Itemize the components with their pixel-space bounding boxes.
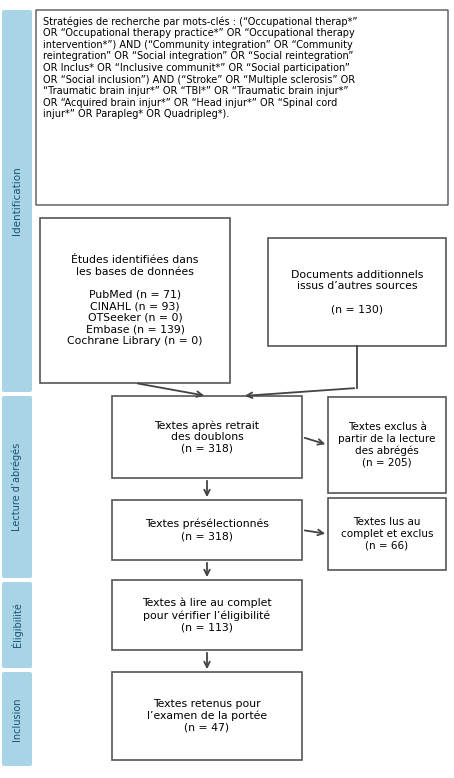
FancyBboxPatch shape: [112, 396, 302, 478]
Text: Textes présélectionnés
(n = 318): Textes présélectionnés (n = 318): [145, 519, 269, 541]
FancyBboxPatch shape: [2, 10, 32, 392]
FancyBboxPatch shape: [268, 238, 446, 346]
Text: Stratégies de recherche par mots-clés : (“Occupational therap*”
OR “Occupational: Stratégies de recherche par mots-clés : …: [43, 16, 357, 119]
Text: Textes après retrait
des doublons
(n = 318): Textes après retrait des doublons (n = 3…: [154, 420, 260, 454]
FancyBboxPatch shape: [40, 218, 230, 383]
FancyBboxPatch shape: [112, 672, 302, 760]
FancyBboxPatch shape: [328, 397, 446, 493]
Text: Textes à lire au complet
pour vérifier l’éligibilité
(n = 113): Textes à lire au complet pour vérifier l…: [142, 598, 272, 633]
Text: Éligibilité: Éligibilité: [11, 603, 23, 647]
FancyBboxPatch shape: [112, 500, 302, 560]
Text: Lecture d’abrégés: Lecture d’abrégés: [12, 443, 22, 531]
Text: Études identifiées dans
les bases de données

PubMed (n = 71)
CINAHL (n = 93)
OT: Études identifiées dans les bases de don…: [67, 255, 203, 346]
FancyBboxPatch shape: [2, 396, 32, 578]
FancyBboxPatch shape: [36, 10, 448, 205]
Text: Documents additionnels
issus d’autres sources

(n = 130): Documents additionnels issus d’autres so…: [291, 270, 423, 314]
FancyBboxPatch shape: [2, 582, 32, 668]
Text: Identification: Identification: [12, 166, 22, 236]
FancyBboxPatch shape: [2, 672, 32, 766]
FancyBboxPatch shape: [328, 498, 446, 570]
Text: Textes exclus à
partir de la lecture
des abrégés
(n = 205): Textes exclus à partir de la lecture des…: [338, 422, 436, 468]
Text: Inclusion: Inclusion: [12, 697, 22, 741]
Text: Textes lus au
complet et exclus
(n = 66): Textes lus au complet et exclus (n = 66): [341, 517, 433, 551]
Text: Textes retenus pour
l’examen de la portée
(n = 47): Textes retenus pour l’examen de la porté…: [147, 699, 267, 733]
FancyBboxPatch shape: [112, 580, 302, 650]
